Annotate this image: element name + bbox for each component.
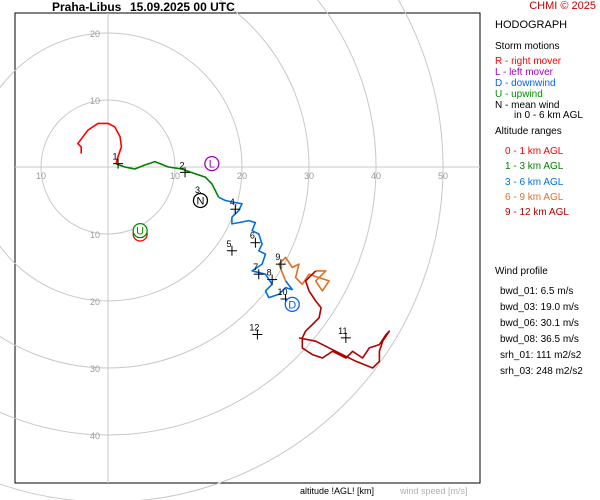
altitude-label: 2 [180,160,185,170]
plot-frame [14,12,481,484]
x-tick-label: 10 [170,171,180,181]
altitude-ranges-title: Altitude ranges [495,126,562,137]
storm-motion-r: R - right mover [495,56,562,67]
storm-motion-u: U - upwind [495,89,543,100]
storm-marker-label: N [196,196,204,208]
storm-marker-label: L [209,159,215,171]
trace-segment [218,196,294,299]
storm-marker-label: D [288,299,296,311]
range-ring [0,0,444,500]
storm-marker-circle [284,296,300,313]
storm-marker-label: U [136,226,144,238]
trace-segment [115,160,220,198]
storm-marker-circle [204,155,220,172]
wind-profile-title: Wind profile [495,266,548,277]
wind-traces [77,122,391,369]
x-tick-label: 30 [304,171,314,181]
altitude-label: 11 [338,326,347,336]
altitude-range-3-6: 3 - 6 km AGL [505,177,564,188]
altitude-label: 12 [249,323,259,333]
copyright: CHMI © 2025 [529,0,596,12]
range-ring [0,0,310,369]
altitude-label: 9 [275,252,280,262]
altitude-label: 7 [253,262,258,272]
y-tick-label: 30 [90,364,100,374]
altitude-label: 10 [278,287,288,297]
altitude-range-6-9: 6 - 9 km AGL [505,192,564,203]
tick-labels: 10 10 20 30 40 50 20 10 10 20 30 40 [36,29,448,441]
storm-motions-title: Storm motions [495,41,560,52]
altitude-label: 3 [195,185,200,195]
srh-03: srh_03: 248 m2/s2 [500,366,583,377]
y-tick-label: 20 [90,297,100,307]
altitude-range-1-3: 1 - 3 km AGL [505,161,564,172]
trace-segment [298,270,391,369]
altitude-axis-label: altitude !AGL! [km] [300,486,375,496]
bwd-06: bwd_06: 30.1 m/s [500,318,579,329]
altitude-range-9-12: 9 - 12 km AGL [505,207,569,218]
station-name: Praha-Libus [52,0,122,14]
storm-motion-l: L - left mover [495,67,553,78]
trace-segment [278,256,330,292]
axes [15,13,480,483]
altitude-label: 1 [113,152,118,162]
bwd-01: bwd_01: 6.5 m/s [500,286,574,297]
range-ring [0,0,377,436]
altitude-range-0-1: 0 - 1 km AGL [505,146,564,157]
altitude-label: 4 [230,197,235,207]
y-tick-label: 10 [90,96,100,106]
range-rings [0,0,481,500]
bwd-03: bwd_03: 19.0 m/s [500,302,579,313]
x-tick-label: 10 [36,171,46,181]
mean-wind-note: in 0 - 6 km AGL [514,110,583,121]
bwd-08: bwd_08: 36.5 m/s [500,334,579,345]
altitude-label: 6 [250,231,255,241]
storm-motion-d: D - downwind [495,78,556,89]
x-tick-label: 50 [438,171,448,181]
y-tick-label: 20 [90,29,100,39]
x-tick-label: 40 [371,171,381,181]
storm-motion-markers: RLDUN [132,155,300,313]
y-tick-label: 10 [90,230,100,240]
altitude-label: 8 [267,268,272,278]
trace-segment [77,122,123,164]
sounding-datetime: 15.09.2025 00 UTC [130,0,235,14]
storm-marker-circle [132,222,148,239]
storm-marker-circle [192,192,209,209]
wind-speed-label: wind speed [m/s] [400,486,468,496]
altitude-label: 5 [226,239,231,249]
panel-title: HODOGRAPH [495,19,568,31]
y-tick-label: 40 [90,431,100,441]
srh-01: srh_01: 111 m2/s2 [500,350,582,361]
x-tick-label: 20 [237,171,247,181]
storm-motion-n: N - mean wind [495,100,560,111]
